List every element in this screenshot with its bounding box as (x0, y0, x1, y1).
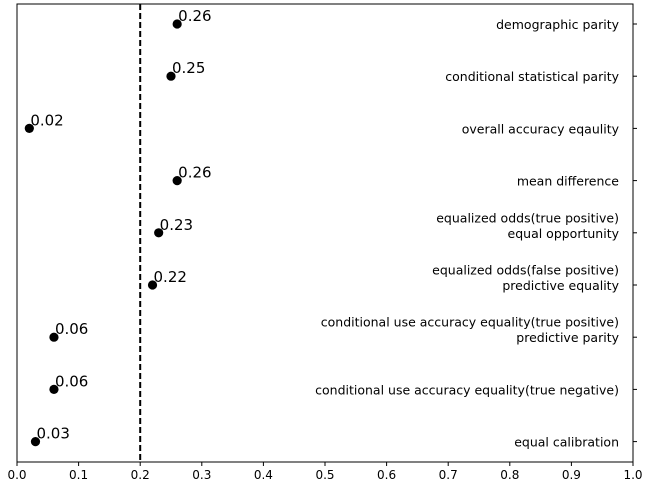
data-point (147, 280, 158, 290)
category-label: predictive parity (516, 330, 619, 345)
data-point (49, 384, 59, 394)
x-tick-label: 0.2 (131, 468, 150, 482)
data-label: 0.23 (160, 216, 193, 234)
x-tick-label: 0.7 (439, 468, 458, 482)
x-tick-label: 0.9 (562, 468, 581, 482)
x-tick-label: 0.0 (7, 468, 26, 482)
data-label: 0.06 (55, 320, 88, 338)
data-label: 0.22 (154, 268, 187, 286)
data-point (172, 176, 182, 186)
category-label: equal opportunity (508, 226, 620, 241)
x-tick-label: 0.4 (254, 468, 273, 482)
category-label: conditional use accuracy equality(true p… (321, 315, 619, 330)
data-label: 0.06 (55, 372, 88, 390)
category-label: conditional use accuracy equality(true n… (315, 382, 619, 397)
x-tick-label: 0.3 (192, 468, 211, 482)
data-label: 0.26 (178, 164, 211, 182)
category-label: overall accuracy eqaulity (462, 121, 620, 136)
category-label: equalized odds(false positive) (432, 263, 619, 278)
data-point (172, 19, 182, 29)
category-label: predictive equality (502, 278, 619, 293)
category-label: conditional statistical parity (445, 69, 619, 84)
data-point (166, 71, 176, 81)
x-tick-label: 0.8 (500, 468, 519, 482)
data-label: 0.03 (36, 425, 69, 443)
x-tick-label: 0.1 (69, 468, 88, 482)
data-point (49, 332, 59, 342)
x-tick-label: 0.5 (315, 468, 334, 482)
data-label: 0.02 (30, 111, 63, 129)
data-point (24, 123, 34, 133)
category-label: mean difference (517, 174, 619, 189)
data-point (30, 437, 41, 447)
data-point (154, 228, 164, 238)
category-label: equalized odds(true positive) (436, 210, 619, 225)
x-tick-label: 1.0 (623, 468, 642, 482)
data-label: 0.26 (178, 7, 211, 25)
category-label: equal calibration (514, 435, 619, 450)
x-tick-label: 0.6 (377, 468, 396, 482)
category-label: demographic parity (496, 17, 619, 32)
data-label: 0.25 (172, 59, 205, 77)
